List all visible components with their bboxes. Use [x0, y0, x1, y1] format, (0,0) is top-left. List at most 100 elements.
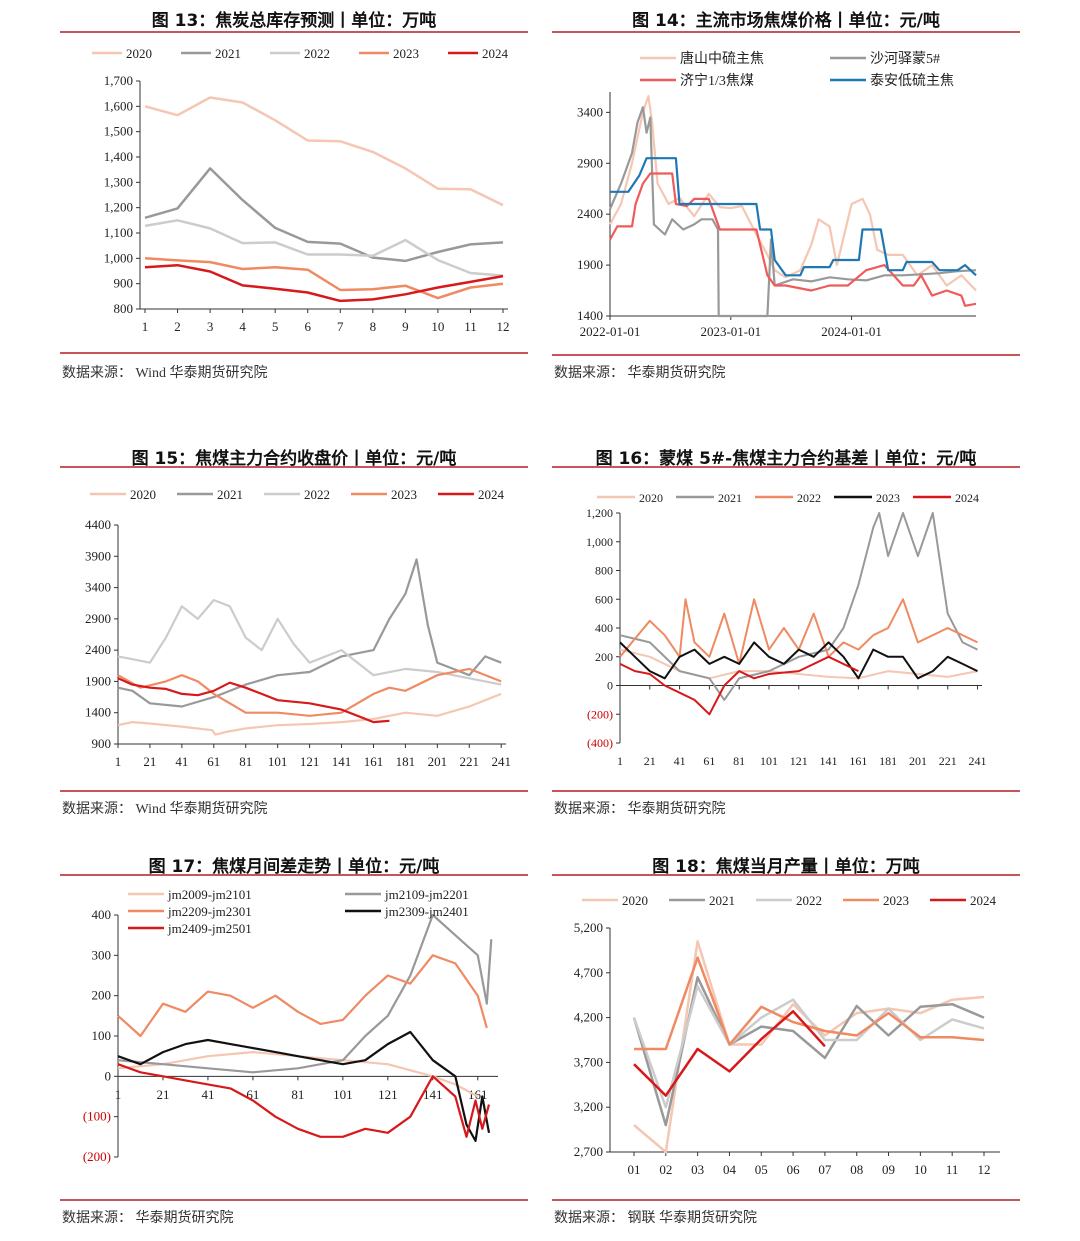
series-line-2022 [632, 984, 985, 1109]
series-line-2024 [619, 655, 859, 716]
x-tick-label: 161 [364, 754, 384, 769]
chart-17-title: 图 17：焦煤月间差走势丨单位：元/吨 [148, 857, 440, 877]
x-tick-label: 101 [268, 754, 288, 769]
series-line-jm2009-jm2101 [117, 1051, 479, 1098]
x-tick-label: 221 [460, 754, 480, 769]
x-tick-label: 01 [628, 1162, 641, 1177]
legend-label-2022: 2022 [304, 487, 330, 502]
y-tick-label: 3900 [85, 548, 111, 563]
series-line-2020 [633, 940, 985, 1154]
chart-18: 2,700 3,200 3,700 4,200 4,700 5,200 01 02 03 04 05… [574, 893, 1000, 1177]
x-tick-label: 06 [787, 1162, 801, 1177]
x-tick-label: 221 [939, 754, 957, 768]
series-line-2021 [117, 558, 502, 708]
chart-18-title: 图 18：焦煤当月产量丨单位：万吨 [652, 857, 920, 877]
x-tick-label: 07 [818, 1162, 832, 1177]
x-tick-label: 41 [175, 754, 188, 769]
y-tick-label: 1,000 [586, 535, 613, 549]
y-tick-label: 2400 [577, 206, 603, 221]
series-line-2023 [144, 257, 504, 300]
chart-13-bottom-rule [60, 352, 528, 354]
x-tick-label: 2 [174, 319, 181, 334]
x-tick-label: 121 [378, 1087, 398, 1102]
y-tick-label: 2,700 [574, 1144, 603, 1159]
chart-16-bottom-rule [552, 790, 1020, 792]
x-tick-label: 7 [337, 319, 344, 334]
y-tick-label: 1,500 [104, 124, 133, 139]
legend-label-2020: 2020 [622, 893, 648, 908]
x-tick-label: 41 [674, 754, 686, 768]
chart-15-title: 图 15：焦煤主力合约收盘价丨单位：元/吨 [131, 449, 457, 469]
series-line-2022 [619, 598, 978, 665]
y-tick-label: 1900 [85, 673, 111, 688]
x-tick-label: 3 [207, 319, 214, 334]
series-line-jm2109-jm2201 [117, 913, 493, 1074]
x-tick-label: 161 [849, 754, 867, 768]
x-tick-label: 161 [468, 1087, 488, 1102]
series-line-沙河驿蒙5# [608, 106, 977, 318]
chart-13-source: 数据来源： Wind 华泰期货研究院 [62, 366, 268, 381]
x-tick-label: 12 [978, 1162, 991, 1177]
legend-label-2023: 2023 [393, 46, 419, 61]
chart-18-bottom-rule [552, 1199, 1020, 1201]
chart-18-source: 数据来源： 钢联 华泰期货研究院 [554, 1211, 757, 1226]
x-tick-label: 6 [304, 319, 311, 334]
x-tick-label: 08 [850, 1162, 863, 1177]
x-tick-label: 201 [428, 754, 448, 769]
x-tick-label: 181 [396, 754, 416, 769]
legend-label-jm2009-jm2101: jm2009-jm2101 [167, 887, 252, 902]
series-line-2022 [117, 599, 502, 686]
y-tick-label: 200 [92, 988, 112, 1003]
legend-label-jm2209-jm2301: jm2209-jm2301 [167, 904, 252, 919]
x-tick-label: 61 [703, 754, 715, 768]
x-tick-label: 141 [423, 1087, 443, 1102]
x-tick-label: 181 [879, 754, 897, 768]
y-tick-label: 900 [114, 276, 134, 291]
y-tick-label: 300 [92, 947, 112, 962]
y-tick-label: 800 [114, 301, 134, 316]
legend-label-2020: 2020 [639, 491, 663, 505]
series-line-2021 [144, 167, 504, 263]
chart-13-title: 图 13：焦炭总库存预测丨单位：万吨 [151, 11, 437, 31]
x-tick-label: 241 [969, 754, 987, 768]
chart-14-top-rule [552, 31, 1020, 33]
chart-14: 1400 1900 2400 2900 3400 2022-01-01 2023-01-01… [577, 50, 977, 339]
x-tick-label: 101 [333, 1087, 353, 1102]
x-tick-label: 21 [644, 754, 656, 768]
y-tick-label: 1,000 [104, 250, 133, 265]
x-tick-label: 03 [691, 1162, 704, 1177]
legend-label-2024: 2024 [478, 487, 505, 502]
y-tick-label: 200 [595, 650, 613, 664]
x-tick-label: 09 [882, 1162, 895, 1177]
x-tick-label: 9 [402, 319, 409, 334]
chart-17-bottom-rule [60, 1199, 528, 1201]
y-tick-label: 1400 [85, 705, 111, 720]
series-line-2023 [117, 667, 502, 717]
x-tick-label: 81 [291, 1087, 304, 1102]
y-tick-label: 4400 [85, 517, 111, 532]
series-line-2024 [117, 677, 390, 724]
series-line-2023 [634, 956, 985, 1051]
x-tick-label: 21 [156, 1087, 169, 1102]
legend-label-唐山中硫主焦: 唐山中硫主焦 [680, 50, 764, 67]
series-line-2020 [144, 96, 504, 207]
legend-label-2021: 2021 [215, 46, 241, 61]
legend-label-2023: 2023 [883, 893, 909, 908]
x-tick-label: 1 [115, 754, 122, 769]
x-tick-label: 121 [790, 754, 808, 768]
y-tick-label: 1900 [577, 257, 603, 272]
y-tick-label: 3,700 [574, 1054, 603, 1069]
legend-label-2022: 2022 [304, 46, 330, 61]
y-tick-label: (100) [83, 1109, 111, 1124]
y-tick-label: 100 [92, 1028, 112, 1043]
y-tick-label: 4,700 [574, 965, 603, 980]
legend-label-2022: 2022 [797, 491, 821, 505]
series-line-泰安低硫主焦 [610, 157, 977, 277]
y-tick-label: 3,200 [574, 1099, 603, 1114]
legend-label-jm2109-jm2201: jm2109-jm2201 [384, 887, 469, 902]
y-tick-label: 900 [92, 736, 112, 751]
legend-label-2022: 2022 [796, 893, 822, 908]
chart-14-title: 图 14：主流市场焦煤价格丨单位：元/吨 [632, 11, 940, 31]
